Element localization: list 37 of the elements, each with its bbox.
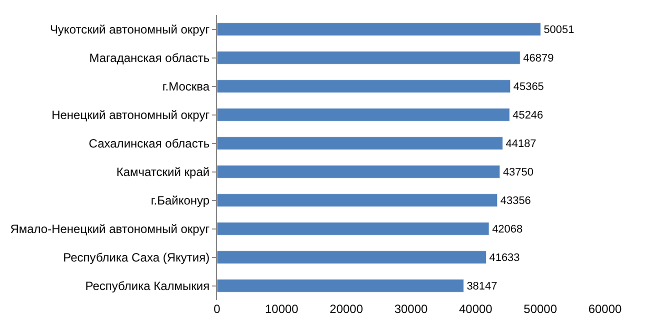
data-label: 50051 bbox=[544, 24, 574, 36]
bar bbox=[217, 51, 520, 64]
y-tick-label: Республика Саха (Якутия) bbox=[63, 250, 210, 264]
data-label: 45365 bbox=[513, 80, 544, 93]
y-tick-label: Чукотский автономный округ bbox=[50, 22, 210, 36]
y-tick-label: г.Байконур bbox=[150, 193, 210, 208]
bar bbox=[217, 279, 464, 292]
bar bbox=[217, 194, 498, 207]
data-label: 43750 bbox=[502, 166, 534, 178]
x-tick-label: 30000 bbox=[394, 302, 428, 316]
data-label: 46879 bbox=[523, 52, 554, 64]
y-tick-label: Ненецкий автономный округ bbox=[52, 108, 210, 122]
y-tick-label: г.Москва bbox=[162, 79, 210, 94]
data-label: 42068 bbox=[492, 223, 523, 236]
data-label: 44187 bbox=[506, 138, 536, 150]
bar bbox=[217, 80, 511, 93]
bar bbox=[217, 136, 503, 150]
x-tick-label: 60000 bbox=[588, 302, 622, 316]
y-tick-label: Республика Калмыкия bbox=[85, 278, 210, 293]
y-tick-label: Камчатский край bbox=[116, 164, 210, 179]
x-tick-label: 20000 bbox=[330, 302, 364, 316]
data-label: 45246 bbox=[512, 109, 544, 122]
bar bbox=[217, 222, 490, 236]
data-label: 41633 bbox=[489, 252, 520, 264]
bar bbox=[217, 165, 500, 178]
data-label: 38147 bbox=[466, 280, 498, 292]
data-label: 43356 bbox=[500, 194, 531, 207]
bar bbox=[217, 250, 486, 264]
y-tick-label: Магаданская область bbox=[89, 50, 210, 65]
y-tick-label: Ямало-Ненецкий автономный округ bbox=[10, 222, 210, 236]
bar bbox=[217, 108, 510, 122]
x-tick-label: 40000 bbox=[458, 302, 493, 316]
bar bbox=[217, 22, 541, 36]
x-tick-label: 10000 bbox=[264, 302, 299, 316]
y-tick-label: Сахалинская область bbox=[88, 136, 210, 150]
x-tick-label: 50000 bbox=[524, 302, 558, 316]
x-tick-label: 0 bbox=[214, 302, 221, 316]
